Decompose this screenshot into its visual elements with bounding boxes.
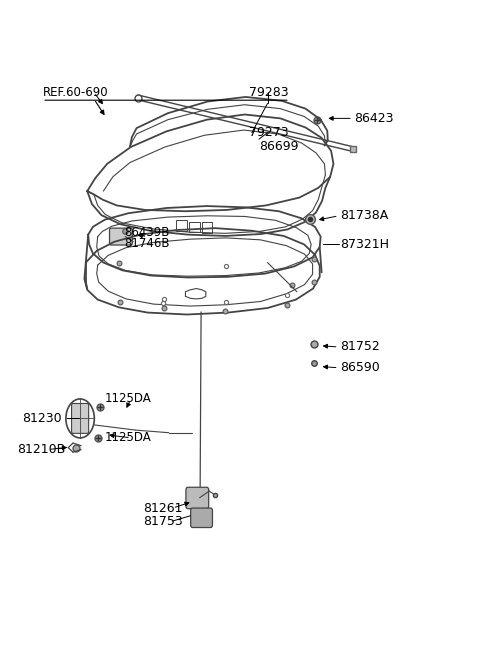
Text: 86439B: 86439B: [124, 225, 169, 238]
Text: 81230: 81230: [22, 412, 61, 425]
Text: 79283: 79283: [250, 86, 289, 99]
Text: 81753: 81753: [143, 515, 182, 527]
FancyBboxPatch shape: [109, 228, 132, 245]
Text: 81752: 81752: [340, 341, 379, 354]
Text: 81210B: 81210B: [17, 443, 65, 456]
FancyBboxPatch shape: [191, 508, 213, 527]
Text: 79273: 79273: [250, 126, 289, 139]
Text: 81261: 81261: [143, 502, 182, 515]
Text: 87321H: 87321H: [340, 238, 389, 251]
Bar: [189, 221, 200, 232]
FancyBboxPatch shape: [186, 487, 209, 509]
Bar: [202, 222, 213, 233]
Text: 86590: 86590: [340, 362, 379, 374]
Text: 86423: 86423: [354, 112, 394, 125]
Text: 86699: 86699: [259, 140, 299, 153]
Text: 1125DA: 1125DA: [105, 392, 152, 405]
Text: 81746B: 81746B: [124, 236, 169, 250]
Text: REF.60-690: REF.60-690: [43, 86, 109, 99]
Bar: [177, 220, 187, 231]
FancyBboxPatch shape: [72, 403, 89, 434]
Text: 1125DA: 1125DA: [105, 432, 152, 444]
Text: 81738A: 81738A: [340, 210, 388, 222]
